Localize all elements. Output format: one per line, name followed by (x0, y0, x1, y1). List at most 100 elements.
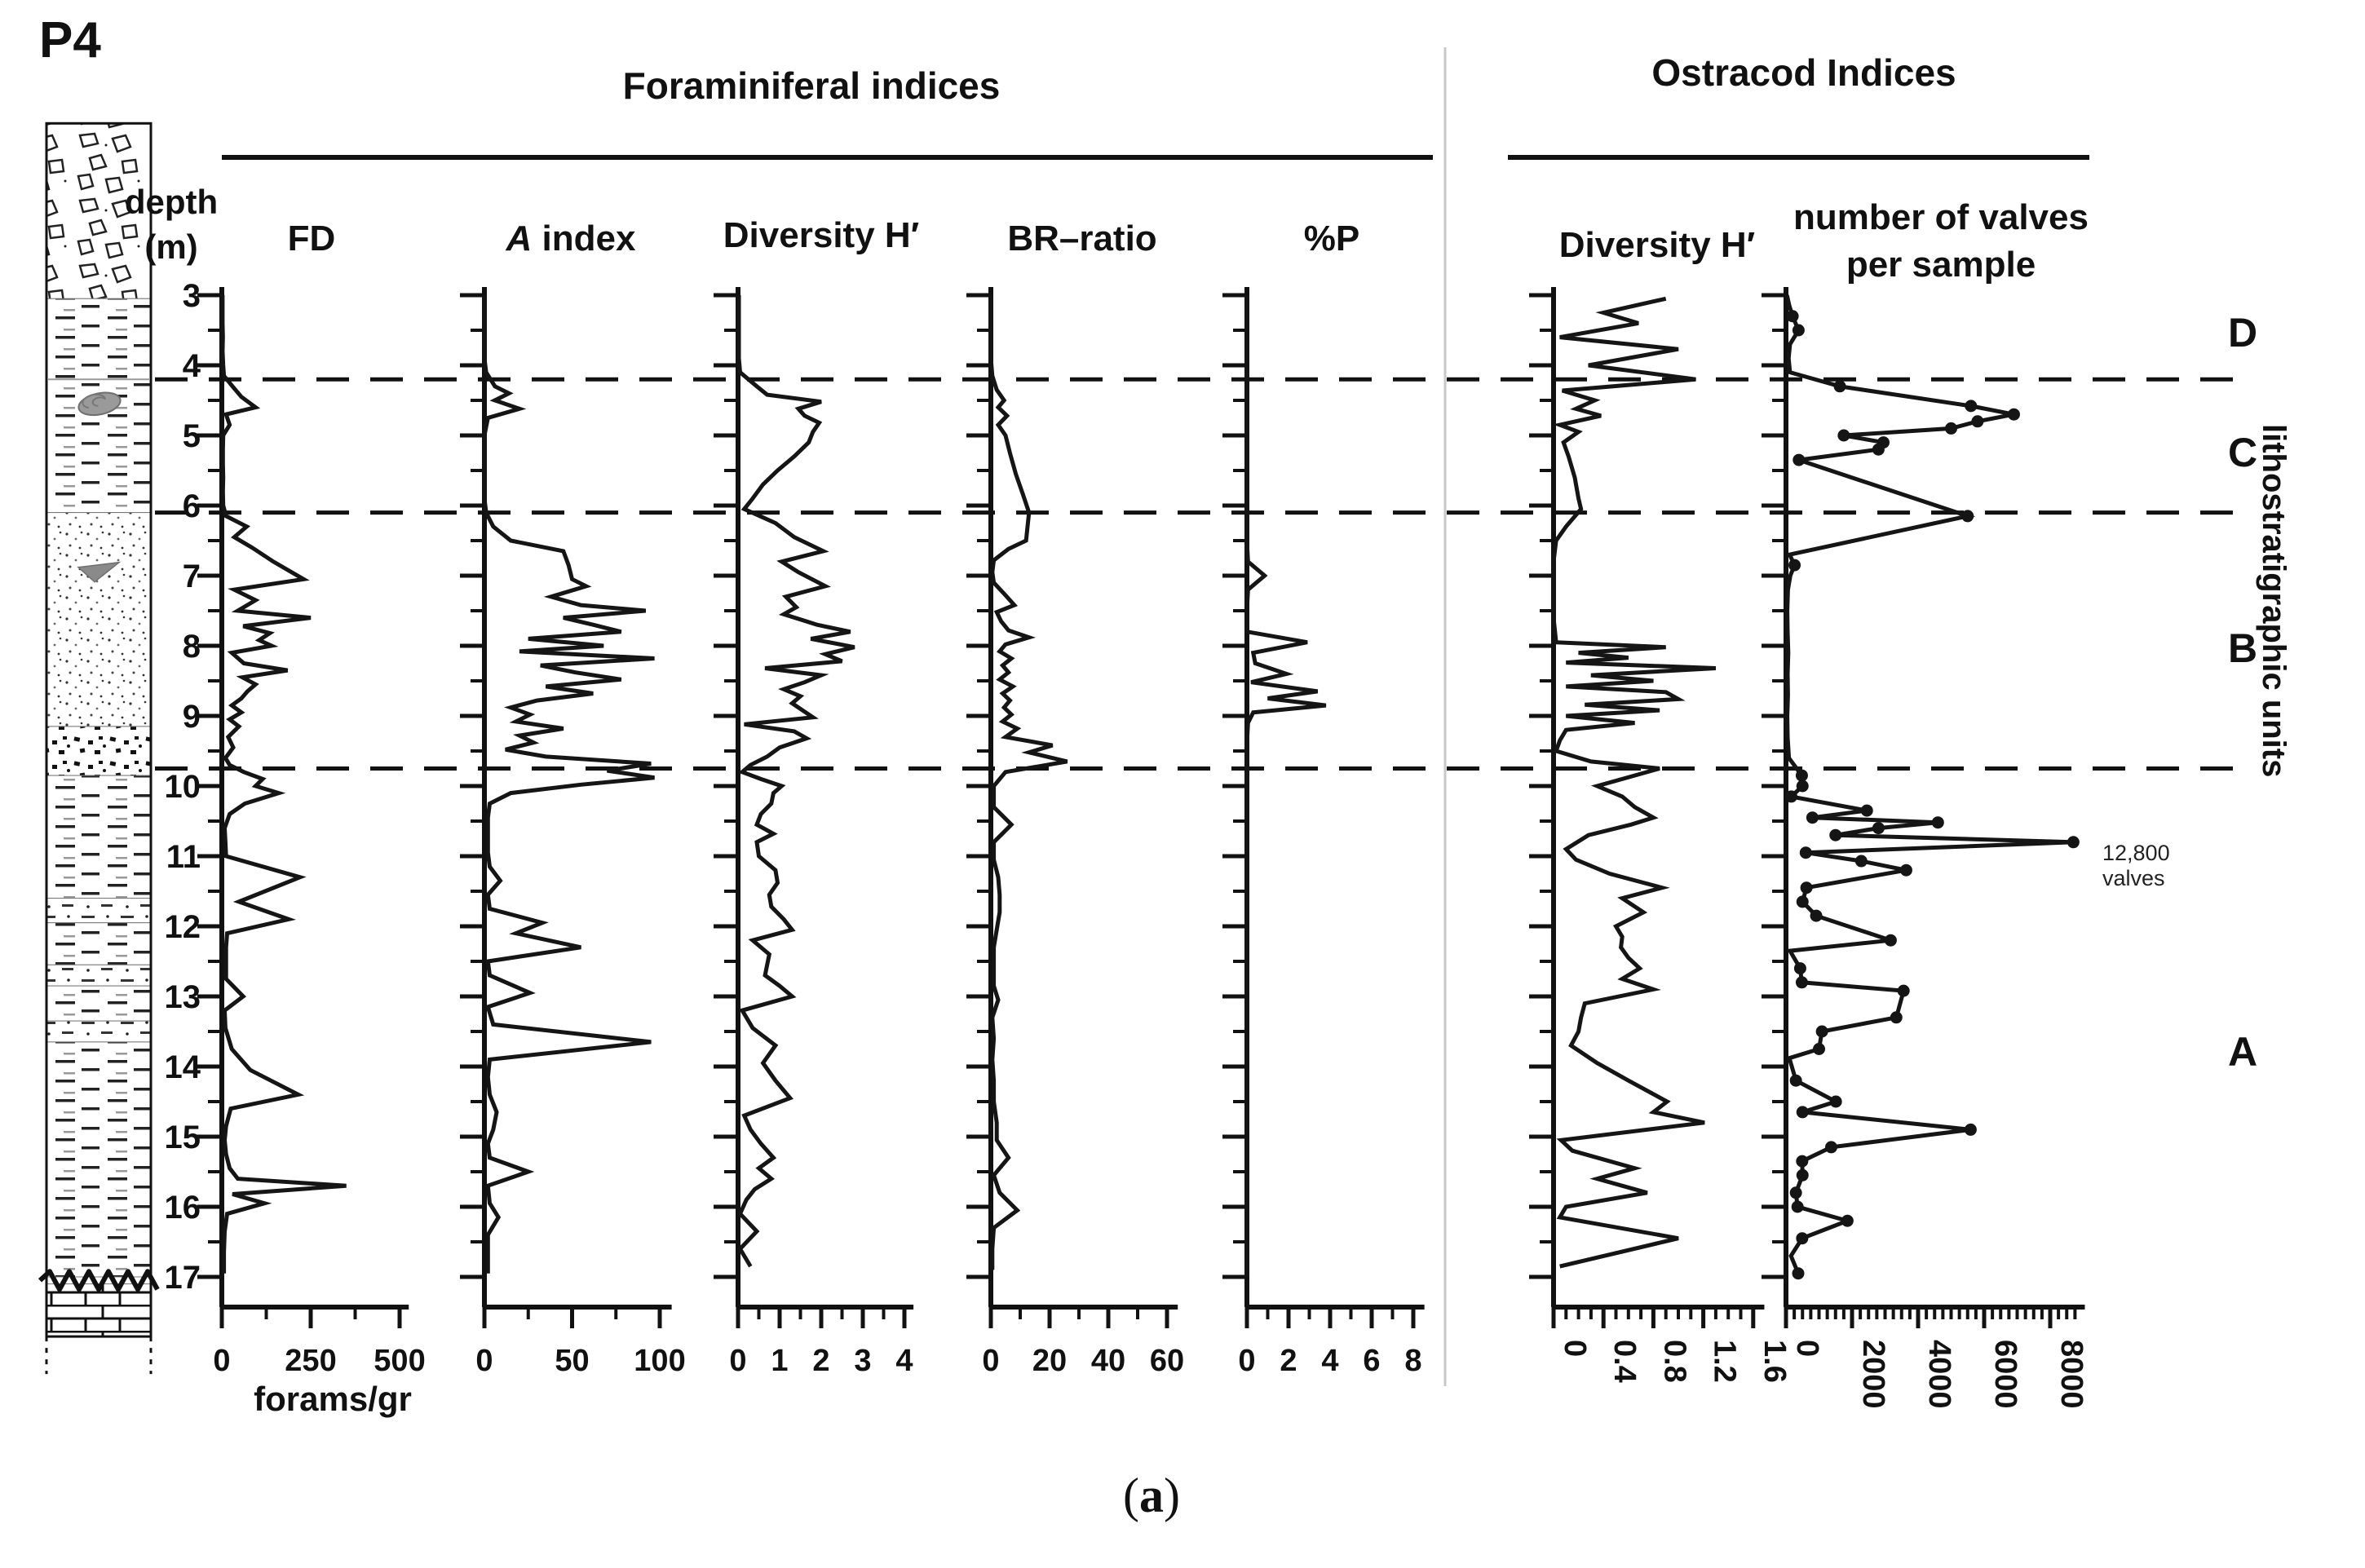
panel-title-a-index: A index (506, 219, 636, 258)
valves-annotation-line1: 12,800 (2102, 840, 2170, 865)
caption-letter: a (1139, 1469, 1164, 1522)
x-tick-label: 2 (812, 1344, 829, 1378)
data-curve (1551, 296, 1717, 1269)
lithology-section-laminated (46, 985, 152, 1022)
x-tick-label: 8000 (2054, 1340, 2089, 1409)
depth-tick-label: 14 (165, 1049, 201, 1085)
depth-tick-labels: 3 4 5 6 7 8 9 10 11 12 13 14 15 16 17 (165, 278, 201, 1296)
data-point-marker (1971, 415, 1984, 428)
x-tick-label: 4 (1321, 1344, 1338, 1378)
x-tick-label: 8 (1404, 1344, 1421, 1378)
lithostratigraphic-units-label: lithostratigraphic units (2256, 424, 2292, 778)
panel-title-valves-line1: number of valves (1793, 197, 2089, 237)
panel-title-valves-line2: per sample (1846, 245, 2036, 285)
depth-tick-label: 13 (165, 979, 201, 1015)
data-point-marker (1793, 962, 1806, 975)
data-curve (988, 295, 1068, 1270)
data-point-marker (1806, 811, 1819, 824)
unit-label-c: C (2227, 429, 2258, 475)
x-tick-label: 1.2 (1708, 1340, 1742, 1383)
data-point-marker (1897, 984, 1910, 997)
plant-fragment-icon (77, 561, 122, 583)
data-point-marker (1799, 846, 1812, 859)
panel-3: 0 20 40 60 (966, 287, 1184, 1378)
lithology-section-bricks (46, 1283, 152, 1337)
x-tick-label: 500 (374, 1344, 425, 1378)
x-tick-label: 60 (1150, 1344, 1184, 1378)
data-point-marker (1786, 310, 1799, 323)
data-point-marker (1854, 855, 1868, 868)
unconformity-wavy-line (38, 1269, 160, 1292)
data-point-marker (1824, 1141, 1837, 1154)
depth-tick-label: 15 (165, 1120, 201, 1155)
data-point-marker (1829, 828, 1842, 841)
x-tick-label: 0 (213, 1344, 230, 1378)
data-point-marker (1945, 422, 1957, 435)
x-tick-label: 4000 (1922, 1340, 1956, 1409)
x-tick-label: 4 (895, 1344, 913, 1378)
x-tick-label: 0 (1238, 1344, 1255, 1378)
x-tick-label: 0.8 (1657, 1340, 1691, 1383)
data-point-marker (1796, 895, 1809, 908)
data-curve (1244, 295, 1327, 1277)
x-tick-label: 1.6 (1757, 1340, 1792, 1383)
data-curve (736, 295, 855, 1268)
data-point-marker (1931, 816, 1944, 829)
x-tick-label: 2000 (1856, 1340, 1890, 1409)
data-point-marker (1793, 453, 1806, 466)
panel-title-pct-p: %P (1303, 219, 1360, 258)
data-point-marker (1792, 324, 1805, 337)
data-point-marker (2067, 836, 2080, 849)
data-point-marker (2007, 408, 2020, 421)
lithology-section-sandy-mix (46, 964, 152, 987)
panel-title-br-ratio: BR–ratio (1007, 219, 1157, 258)
x-tick-label: 1 (771, 1344, 788, 1378)
data-point-marker (1829, 1095, 1842, 1108)
data-point-marker (1796, 1168, 1809, 1182)
lithology-section-sandy-mix (46, 898, 152, 924)
depth-tick-label: 7 (183, 559, 201, 594)
data-point-marker (1789, 1186, 1802, 1199)
lithology-section-laminated (46, 922, 152, 965)
gastropod-shell-icon (77, 391, 122, 417)
data-point-marker (1841, 1214, 1854, 1227)
data-point-marker (1784, 790, 1797, 803)
data-point-marker (1813, 1043, 1825, 1055)
caption-close-paren: ) (1164, 1469, 1180, 1522)
panel-5: 0 0.4 0.8 1.2 1.6 (1529, 287, 1792, 1383)
x-tick-label: 250 (285, 1344, 336, 1378)
data-point-marker (1789, 1074, 1802, 1087)
data-point-marker (1810, 909, 1823, 922)
ostracod-group-header: Ostracod Indices (1651, 51, 1956, 94)
data-curve (220, 295, 347, 1274)
panel-title-fd: FD (287, 219, 336, 258)
data-point-marker (1792, 1267, 1805, 1280)
data-point-marker (1795, 769, 1808, 782)
x-tick-label: 40 (1091, 1344, 1125, 1378)
x-tick-label: 50 (555, 1344, 589, 1378)
depth-tick-label: 3 (183, 278, 201, 314)
data-curve (1784, 294, 2074, 1274)
data-point-marker (1800, 881, 1813, 894)
data-point-marker (1791, 1200, 1804, 1213)
depth-tick-label: 9 (183, 699, 201, 735)
x-tick-label: 0 (1558, 1340, 1592, 1357)
unit-label-d: D (2227, 310, 2258, 356)
fd-unit-label: forams/gr (254, 1380, 412, 1418)
data-point-marker (1833, 380, 1846, 393)
data-point-marker (1884, 934, 1897, 947)
data-point-marker (1796, 1106, 1809, 1119)
x-tick-label: 100 (634, 1344, 685, 1378)
x-tick-label: 0 (729, 1344, 746, 1378)
x-tick-label: 0 (982, 1344, 999, 1378)
panel-0: 0 250 500 (197, 287, 426, 1378)
lithology-section-pebbly (46, 726, 152, 776)
panel-title-diversity-h: Diversity H′ (723, 215, 920, 255)
figure-caption: (a) (1123, 1468, 1180, 1524)
data-point-marker (1899, 864, 1912, 877)
data-point-marker (1796, 780, 1809, 793)
depth-axis-label-line1: depth (124, 183, 219, 221)
